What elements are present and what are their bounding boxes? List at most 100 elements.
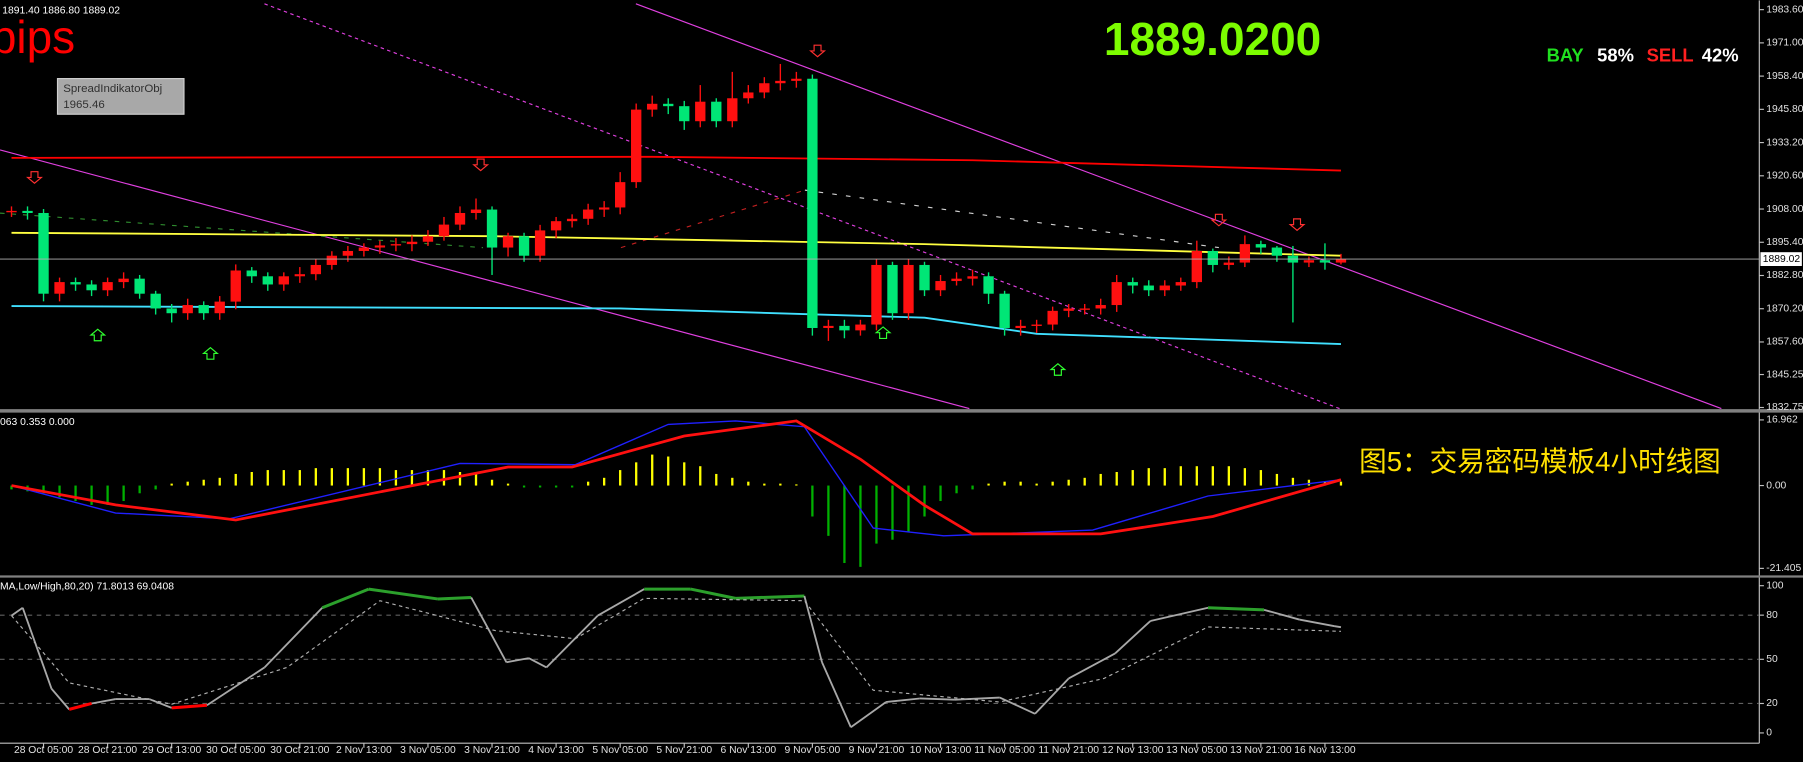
candle-body [695, 101, 706, 122]
tooltip-box [56, 78, 185, 115]
y-tick-label: 80 [1766, 610, 1778, 621]
x-tick-label: 2 Nov 13:00 [336, 745, 392, 756]
stochastic-segment [171, 703, 208, 710]
y-tick-label: 0 [1766, 728, 1772, 739]
y-tick-label: 0.00 [1766, 480, 1786, 491]
x-tick-label: 6 Nov 13:00 [720, 745, 776, 756]
candle-body [887, 264, 898, 314]
y-tick-label: -21.405 [1766, 563, 1801, 574]
candle-body [310, 264, 322, 275]
candle-body [1063, 308, 1074, 311]
candle-body [1143, 285, 1154, 291]
y-tick-label: 1920.60 [1766, 171, 1803, 182]
dashed-line [620, 189, 806, 249]
stochastic-segment [803, 595, 823, 663]
candle-body [518, 236, 530, 256]
x-tick-label: 3 Nov 05:00 [400, 745, 456, 756]
indicator-line [11, 305, 1342, 345]
candle-body [759, 83, 770, 93]
price-display: 1889.0200 [1104, 13, 1321, 65]
candle-body [182, 305, 193, 314]
stochastic-segment [321, 587, 370, 610]
candle-body [198, 305, 209, 314]
candle-body [534, 230, 546, 256]
buy-arrow [1049, 363, 1067, 376]
y-tick-label: 1933.20 [1766, 137, 1803, 148]
candle-body [1255, 244, 1267, 248]
stochastic-segment [545, 614, 599, 669]
stochastic-segment [206, 666, 266, 707]
buy-arrows [89, 326, 1067, 376]
candle-body [1127, 282, 1138, 286]
y-tick-label: 1895.40 [1766, 237, 1803, 248]
y-tick-label: 1882.80 [1766, 270, 1803, 281]
candle-body [791, 78, 802, 81]
candle-body [374, 245, 386, 248]
y-tick-label: 1958.40 [1766, 71, 1803, 82]
x-tick-label: 13 Nov 21:00 [1230, 745, 1292, 756]
candle-body [1191, 250, 1202, 283]
y-tick-label: 1832.75 [1766, 402, 1803, 413]
x-tick-label: 12 Nov 13:00 [1102, 745, 1164, 756]
candle-body [1319, 260, 1331, 263]
channel-line [635, 3, 1722, 410]
candle-body [598, 207, 610, 210]
channel-line [0, 149, 970, 410]
candle-body [919, 264, 930, 291]
stochastic-segment [50, 688, 70, 710]
stochastic-segment [1207, 606, 1265, 612]
stochastic-segment [850, 701, 887, 728]
x-tick-label: 11 Nov 05:00 [974, 745, 1035, 756]
candle-body [422, 236, 434, 242]
candle-body [775, 80, 786, 84]
candle-body [486, 209, 498, 248]
candle-body [1095, 305, 1106, 309]
x-tick-label: 3 Nov 21:00 [464, 745, 520, 756]
candle-body [118, 278, 129, 283]
dashed-line [804, 189, 1219, 249]
x-tick-label: 29 Oct 13:00 [142, 745, 201, 756]
candle-body [134, 278, 145, 294]
candle-body [54, 282, 65, 294]
stochastic-segment [954, 696, 1000, 701]
stochastic-segment [263, 607, 323, 669]
x-tick-label: 28 Oct 21:00 [78, 745, 137, 756]
stochastic-segment [506, 657, 530, 664]
candle-body [6, 210, 17, 213]
buy-arrow [201, 346, 219, 360]
candle-body [855, 324, 866, 331]
candle-body [614, 182, 626, 208]
stochastic-segment [21, 607, 53, 690]
stochastic-segment [91, 698, 116, 705]
candle-body [1335, 259, 1347, 263]
channel-mid-line [264, 3, 1340, 410]
pips-label: pips [0, 11, 75, 63]
stochastic-segment [1299, 618, 1335, 628]
stochastic-segment [470, 597, 508, 663]
y-tick-label: 20 [1766, 698, 1778, 709]
sell-label: SELL [1647, 45, 1694, 66]
y-tick-label: 1870.20 [1766, 303, 1803, 314]
x-tick-label: 5 Nov 21:00 [656, 745, 712, 756]
candle-body [1159, 285, 1170, 291]
y-tick-label: 1983.60 [1766, 4, 1803, 15]
candle-body [823, 325, 834, 328]
candle-body [1047, 310, 1058, 325]
stochastic-segment [368, 587, 438, 601]
stochastic-segment [437, 595, 472, 601]
x-tick-label: 13 Nov 05:00 [1166, 745, 1228, 756]
bay-percent: 58% [1597, 45, 1634, 66]
candle-body [983, 276, 994, 294]
stochastic-segment [1334, 625, 1342, 629]
stochastic-segment [597, 588, 645, 617]
stochastic-segment [690, 587, 736, 600]
candle-body [390, 244, 402, 246]
y-tick-label: 1945.80 [1766, 104, 1803, 115]
bay-label: BAY [1547, 45, 1584, 66]
x-tick-label: 28 Oct 05:00 [14, 745, 73, 756]
candle-body [1303, 260, 1315, 263]
stochastic-segment [919, 697, 955, 701]
candle-body [566, 218, 578, 222]
